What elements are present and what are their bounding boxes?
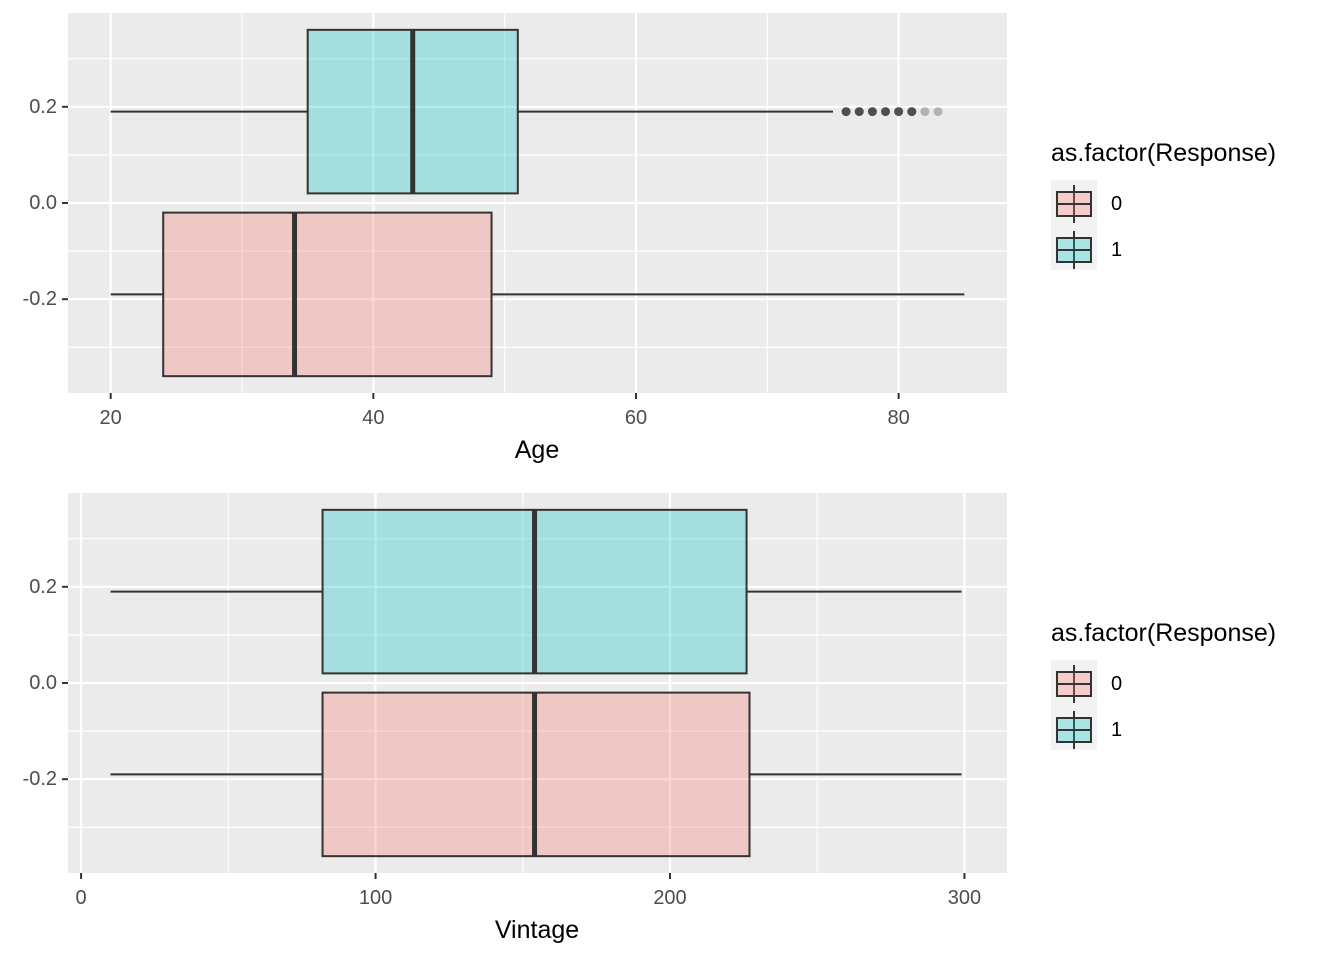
age-x-tick-label: 80 — [888, 407, 910, 429]
age-group-1-outlier-point — [907, 107, 917, 117]
age-boxes — [110, 28, 965, 378]
vintage-legend-label-0: 0 — [1111, 673, 1122, 695]
age-group-1-outlier-point — [894, 107, 904, 117]
age-group-1-outlier-point — [920, 107, 930, 117]
age-legend-key-0 — [1056, 185, 1092, 223]
vintage-x-tick-label: 0 — [76, 887, 87, 909]
age-boxplot-panel: -0.2 0.0 0.2 20 40 60 80 Age as.factor(R… — [23, 13, 1276, 464]
age-y-tick-label: -0.2 — [23, 288, 57, 310]
vintage-x-tick-label: 300 — [948, 887, 981, 909]
vintage-gridlines — [68, 493, 1007, 873]
age-legend-title: as.factor(Response) — [1051, 139, 1276, 167]
age-axis-ticks — [62, 105, 900, 399]
vintage-x-tick-label: 100 — [359, 887, 392, 909]
age-y-tick-label: 0.0 — [29, 192, 57, 214]
vintage-legend: as.factor(Response) 0 1 — [1051, 619, 1276, 750]
vintage-legend-key-0 — [1056, 665, 1092, 703]
age-group-1-outlier-point — [881, 107, 891, 117]
vintage-legend-label-1: 1 — [1111, 719, 1122, 741]
vintage-y-tick-label: 0.2 — [29, 576, 57, 598]
age-y-tick-label: 0.2 — [29, 96, 57, 118]
vintage-axis-ticks — [62, 585, 966, 879]
vintage-boxes — [110, 508, 962, 858]
vintage-y-tick-label: 0.0 — [29, 672, 57, 694]
age-x-tick-label: 20 — [100, 407, 122, 429]
vintage-legend-key-1 — [1056, 711, 1092, 749]
vintage-x-axis-title: Vintage — [495, 916, 579, 944]
age-gridlines — [68, 13, 1007, 393]
age-group-1-outlier-point — [841, 107, 851, 117]
age-legend: as.factor(Response) 0 1 — [1051, 139, 1276, 270]
age-group-0-box — [162, 211, 493, 378]
age-x-tick-label: 40 — [362, 407, 384, 429]
age-group-1-outlier-point — [854, 107, 864, 117]
vintage-legend-title: as.factor(Response) — [1051, 619, 1276, 647]
age-group-1-outlier-point — [867, 107, 877, 117]
age-legend-key-1 — [1056, 231, 1092, 269]
age-x-axis-title: Age — [515, 436, 559, 464]
vintage-y-tick-label: -0.2 — [23, 768, 57, 790]
vintage-x-tick-label: 200 — [653, 887, 686, 909]
age-legend-label-1: 1 — [1111, 239, 1122, 261]
age-group-1-outlier-point — [933, 107, 943, 117]
vintage-boxplot-panel: -0.2 0.0 0.2 0 100 200 300 Vintage as.fa… — [23, 493, 1276, 944]
age-x-tick-label: 60 — [625, 407, 647, 429]
age-legend-label-0: 0 — [1111, 193, 1122, 215]
